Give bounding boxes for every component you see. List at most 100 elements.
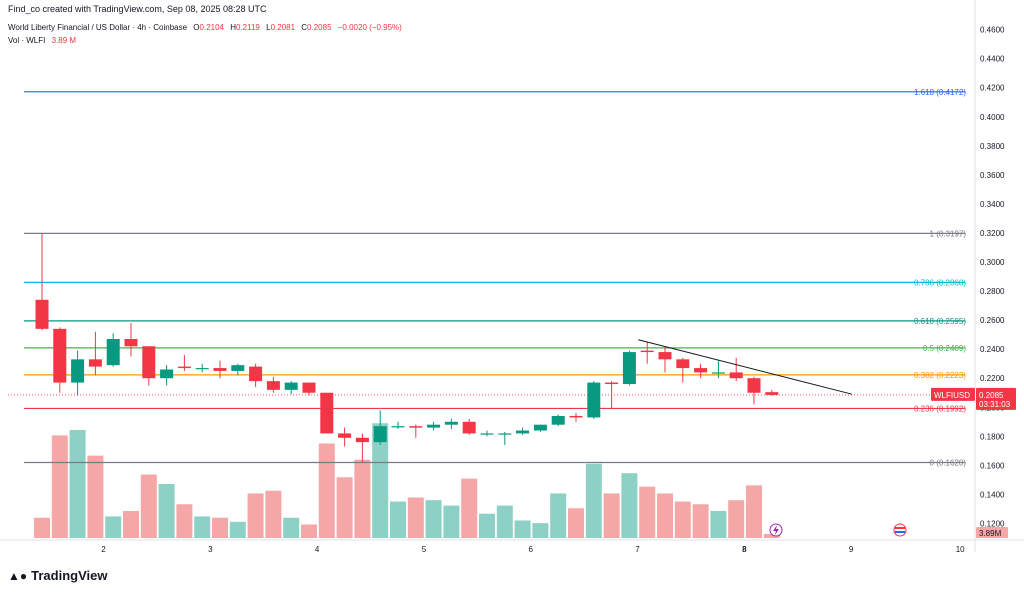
- volume-value: 3.89 M: [51, 36, 77, 45]
- x-tick-label: 10: [956, 545, 965, 554]
- x-tick-label: 4: [315, 545, 320, 554]
- volume-bar: [158, 484, 175, 538]
- y-tick-label: 0.3600: [980, 171, 1005, 180]
- candle-body: [106, 339, 120, 366]
- volume-bar: [176, 504, 193, 538]
- volume-bar: [265, 490, 282, 538]
- candle-body: [284, 382, 298, 390]
- volume-bar: [443, 505, 460, 538]
- candle-body: [747, 378, 761, 393]
- candle-body: [338, 433, 352, 438]
- tradingview-brand[interactable]: ▲● TradingView: [8, 568, 107, 583]
- us-flag-stripe: [895, 531, 905, 533]
- high-value: 0.2119: [236, 23, 260, 32]
- us-flag-stripe: [895, 527, 905, 529]
- volume-bar: [140, 474, 157, 538]
- volume-bar: [550, 493, 567, 538]
- volume-bar: [639, 486, 656, 538]
- candle-body: [462, 421, 476, 434]
- candle-body: [498, 433, 512, 435]
- y-tick-label: 0.4000: [980, 113, 1005, 122]
- close-label: C: [301, 23, 308, 32]
- fib-level-label: 0.236 (0.1992): [914, 404, 966, 413]
- volume-bar: [69, 430, 86, 538]
- candle-body: [622, 352, 636, 385]
- volume-bar: [247, 493, 264, 538]
- candle-body: [444, 421, 458, 425]
- volume-bar: [336, 477, 353, 538]
- volume-badge-label: 3.89M: [979, 529, 1002, 538]
- volume-bar: [746, 485, 762, 538]
- candle-body: [142, 346, 156, 379]
- fib-level-label: 1.618 (0.4172): [914, 88, 966, 97]
- x-tick-label: 6: [529, 545, 534, 554]
- candle-body: [587, 382, 601, 418]
- fib-level-label: 0.5 (0.2409): [923, 344, 966, 353]
- volume-legend: Vol · WLFI 3.89 M: [8, 36, 76, 45]
- candle-body: [391, 426, 405, 428]
- volume-bar: [123, 511, 139, 538]
- y-tick-label: 0.1200: [980, 519, 1005, 528]
- y-tick-label: 0.3800: [980, 142, 1005, 151]
- volume-bar: [461, 478, 478, 538]
- fib-level-label: 1 (0.3197): [930, 229, 967, 238]
- candle-body: [765, 392, 779, 395]
- candle-body: [160, 369, 174, 379]
- candle-body: [35, 299, 49, 329]
- volume-bar: [354, 459, 371, 538]
- volume-bar: [407, 497, 424, 538]
- volume-bar: [479, 513, 495, 538]
- volume-bar: [34, 517, 50, 538]
- symbol-badge-label: WLFIUSD: [934, 391, 970, 400]
- candle-body: [53, 328, 67, 383]
- y-tick-label: 0.3000: [980, 258, 1005, 267]
- candle-body: [640, 350, 654, 353]
- last-price-label: 0.2085: [979, 391, 1004, 400]
- volume-bar: [194, 516, 211, 538]
- volume-bar: [657, 493, 673, 538]
- y-tick-label: 0.4200: [980, 84, 1005, 93]
- us-flag-icon: [893, 523, 907, 537]
- x-tick-label: 7: [635, 545, 640, 554]
- candle-body: [427, 424, 441, 428]
- volume-bar: [674, 501, 691, 538]
- volume-label: Vol · WLFI: [8, 36, 46, 45]
- candle-body: [676, 359, 690, 369]
- volume-bar: [496, 505, 513, 538]
- candle-body: [302, 382, 316, 393]
- volume-bar: [87, 455, 104, 538]
- volume-bar: [603, 493, 620, 538]
- low-label: L: [266, 23, 271, 32]
- volume-bar: [728, 500, 745, 538]
- volume-bar: [390, 501, 406, 538]
- x-tick-label: 9: [849, 545, 854, 554]
- volume-bar: [568, 508, 584, 538]
- candle-body: [195, 368, 209, 370]
- volume-bar: [229, 521, 246, 538]
- volume-bar: [763, 533, 780, 538]
- candle-body: [373, 426, 387, 443]
- symbol-title: World Liberty Financial / US Dollar · 4h…: [8, 23, 188, 32]
- symbol-legend: World Liberty Financial / US Dollar · 4h…: [8, 23, 402, 32]
- candle-body: [729, 372, 743, 379]
- y-tick-label: 0.2400: [980, 345, 1005, 354]
- volume-bar: [372, 423, 389, 538]
- open-label: O: [193, 23, 200, 32]
- candle-body: [177, 366, 191, 369]
- candle-body: [516, 430, 530, 434]
- volume-bar: [318, 443, 335, 538]
- high-label: H: [230, 23, 236, 32]
- trendline: [638, 339, 853, 395]
- candle-body: [266, 381, 280, 390]
- y-tick-label: 0.3200: [980, 229, 1005, 238]
- y-tick-label: 0.1600: [980, 461, 1005, 470]
- countdown-label: 03:31:03: [979, 400, 1011, 409]
- volume-bar: [212, 517, 228, 538]
- volume-bar: [621, 473, 638, 538]
- candle-body: [71, 359, 85, 383]
- symbol-badge: [931, 387, 975, 401]
- volume-bar: [692, 504, 709, 538]
- y-tick-label: 0.4600: [980, 26, 1005, 35]
- volume-bar: [301, 524, 317, 538]
